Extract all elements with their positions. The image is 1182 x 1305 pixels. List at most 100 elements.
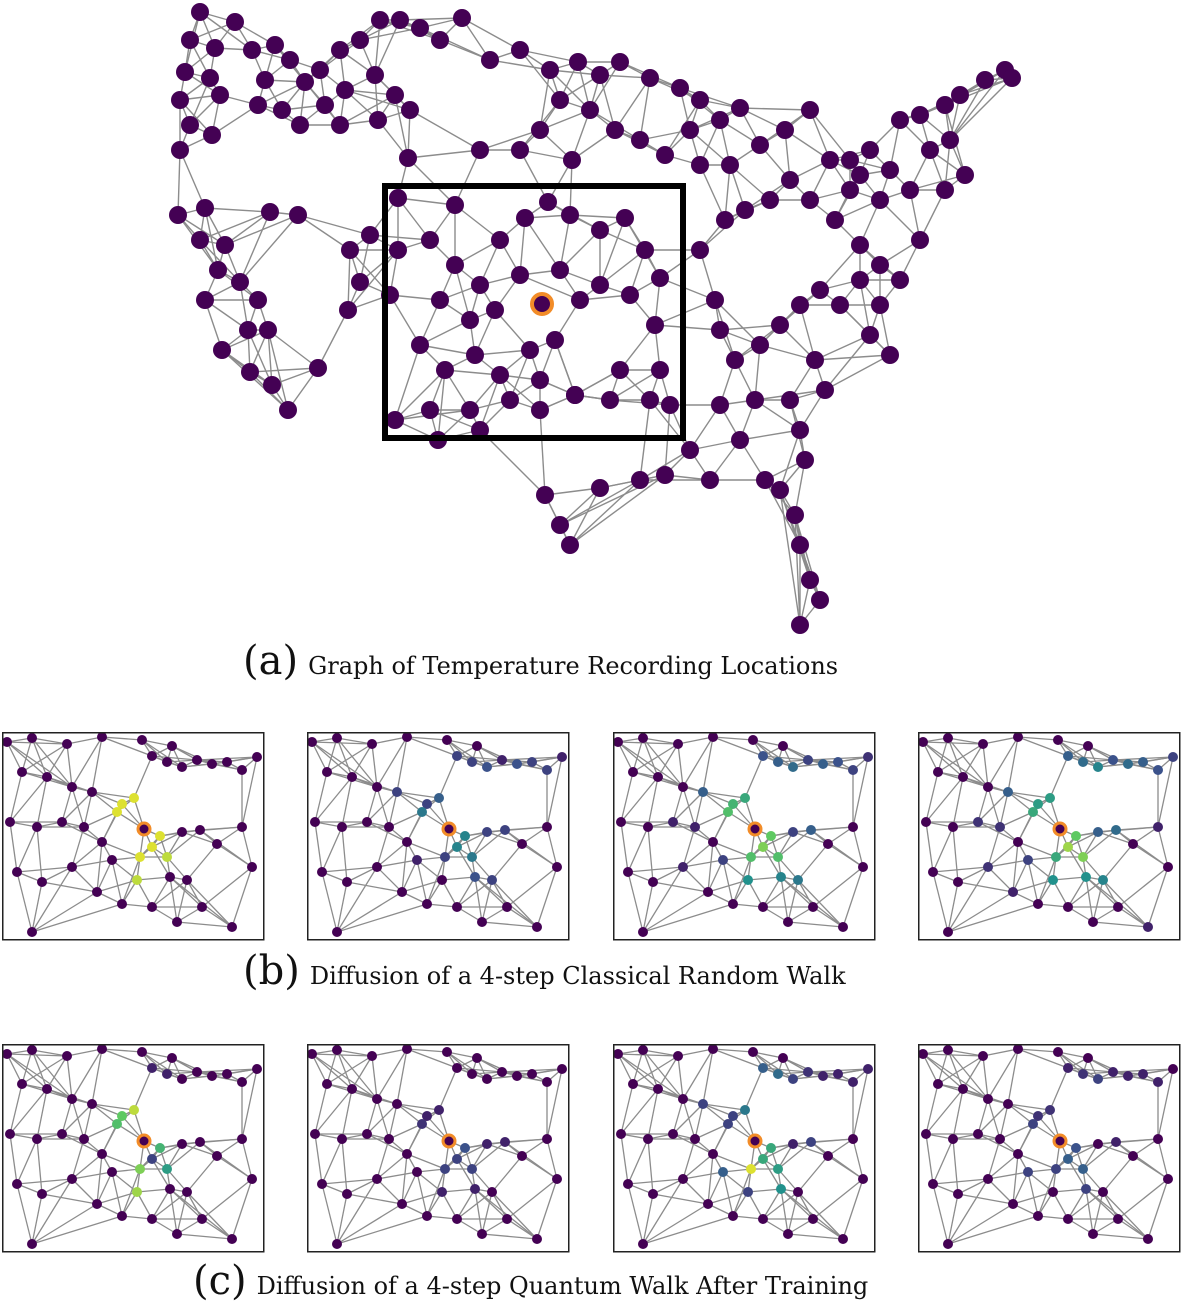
panel-edge [925, 821, 934, 873]
panel-edge [31, 881, 43, 933]
graph-edge [199, 11, 253, 51]
panel-edge [36, 1088, 48, 1140]
panel-edge [797, 1191, 844, 1240]
graph-edge [267, 329, 273, 386]
panel-node [1078, 1069, 1088, 1079]
station-node [213, 341, 231, 359]
panel-node [1023, 855, 1033, 865]
panel-edge [1057, 1051, 1084, 1075]
panel-frame [307, 1044, 570, 1253]
panel-node [147, 902, 157, 912]
station-node [171, 91, 189, 109]
panel-edge [336, 1193, 348, 1245]
panel-edge [1052, 1191, 1069, 1220]
panel-node [197, 1214, 207, 1224]
panel-edge [376, 1178, 403, 1205]
panel-node [748, 1047, 758, 1057]
panel-edge [797, 879, 814, 908]
graph-edge [824, 354, 891, 391]
panel-edge [1007, 1048, 1019, 1105]
station-node [771, 481, 789, 499]
panel-edge [780, 876, 844, 928]
panel-node [440, 852, 450, 862]
panel-edge [406, 736, 458, 757]
panel-node [129, 793, 139, 803]
panel-node [452, 751, 462, 761]
panel-node [97, 732, 107, 742]
panel-edge [481, 1233, 538, 1240]
panel-edge [426, 856, 446, 905]
panel-edge [1012, 859, 1029, 893]
graph-edge [599, 249, 646, 286]
graph-edge [397, 197, 456, 206]
panel-edge [536, 1178, 558, 1240]
panel-node [943, 733, 953, 743]
panel-edge [1012, 1153, 1019, 1205]
panel-edge [712, 841, 752, 858]
station-node [546, 331, 564, 349]
panel-edge [977, 786, 989, 823]
panel-edge [1092, 921, 1149, 928]
panel-edge [1067, 755, 1114, 761]
station-node [541, 61, 559, 79]
panel-edge [241, 756, 258, 828]
panel-edge [336, 881, 348, 933]
graph-edge [221, 349, 289, 411]
panel-node [12, 1179, 22, 1189]
panel-edge [982, 1048, 1019, 1057]
panel-edge [1112, 759, 1159, 771]
panel-node [1098, 1187, 1108, 1197]
panel-edge [16, 826, 38, 873]
station-node [691, 241, 709, 259]
panel-node [87, 787, 97, 797]
panel-edge [977, 1103, 1009, 1135]
panel-node [362, 1129, 372, 1139]
station-node [711, 321, 729, 339]
panel-node [557, 752, 567, 762]
panel-node [17, 767, 27, 777]
panel-edge [406, 736, 448, 741]
panel-edge [1087, 1057, 1129, 1077]
panel-edge [186, 879, 233, 928]
panel-edge [925, 1088, 964, 1135]
panel-edge [932, 1178, 989, 1185]
panel-edge [652, 866, 684, 883]
panel-edge [642, 1049, 684, 1100]
graph-edge [179, 149, 206, 209]
panel-edge [46, 1055, 68, 1090]
panel-edge [216, 1138, 243, 1157]
panel-node [1053, 1047, 1063, 1057]
panel-edge [141, 739, 168, 763]
panel-edge [1102, 843, 1134, 881]
panel-node [708, 1044, 718, 1054]
panel-edge [341, 776, 353, 828]
panel-node [392, 787, 402, 797]
panel-node [1153, 765, 1163, 775]
panel-edge [336, 737, 353, 778]
panel-node [1123, 1071, 1133, 1081]
station-node [591, 221, 609, 239]
panel-edge [199, 1141, 253, 1180]
panel-node [87, 1099, 97, 1109]
panel-node [698, 787, 708, 797]
panel-edge [932, 826, 954, 873]
panel-node [1108, 755, 1118, 765]
panel-edge [744, 755, 764, 799]
panel-node [783, 1229, 793, 1239]
panel-edge [1127, 1068, 1174, 1077]
graph-edge [569, 479, 641, 546]
panel-node [1138, 1069, 1148, 1079]
panel-edge [642, 1178, 684, 1245]
panel-edge [677, 1048, 714, 1057]
panel-edge [762, 1067, 809, 1073]
panel-edge [1082, 1141, 1117, 1170]
graph-edge [554, 339, 576, 396]
panel-edge [810, 829, 864, 868]
panel-edge [481, 879, 493, 923]
panel-edge [947, 737, 964, 778]
panel-edge [647, 826, 654, 883]
graph-edge [489, 59, 551, 71]
panel-edge [491, 879, 538, 928]
panel-node [437, 1187, 447, 1197]
graph-edge [754, 399, 801, 431]
